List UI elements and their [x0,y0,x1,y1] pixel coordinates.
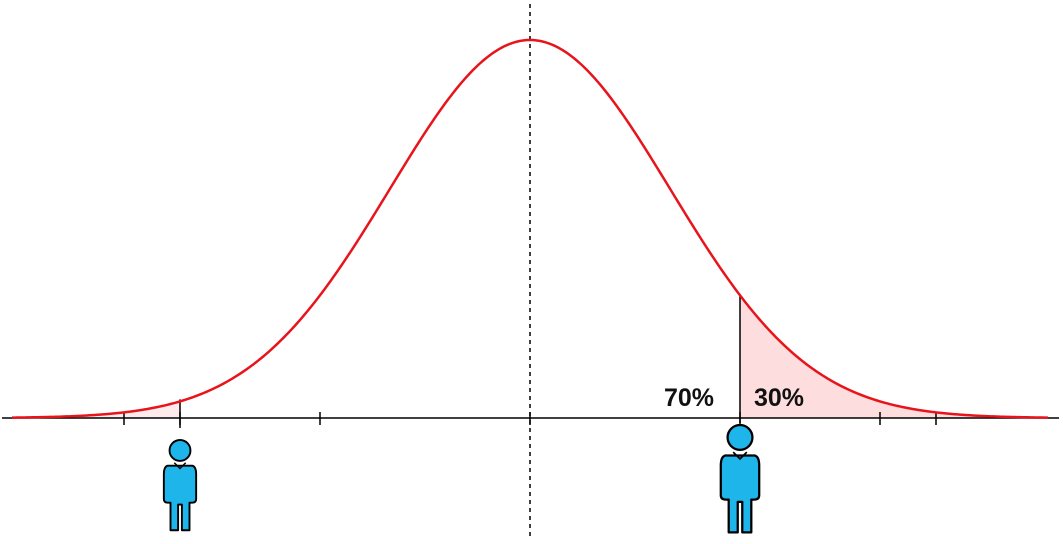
people-group [162,423,761,534]
normal-curve [11,38,1049,419]
person-left-icon [162,439,198,532]
shaded-tail-group [12,295,1048,418]
person-right-icon [719,423,761,534]
left-area-label: 70% [664,384,714,412]
shaded-tail-area [740,295,1048,418]
right-area-label: 30% [754,384,804,412]
shaded-left-tail [12,401,180,418]
